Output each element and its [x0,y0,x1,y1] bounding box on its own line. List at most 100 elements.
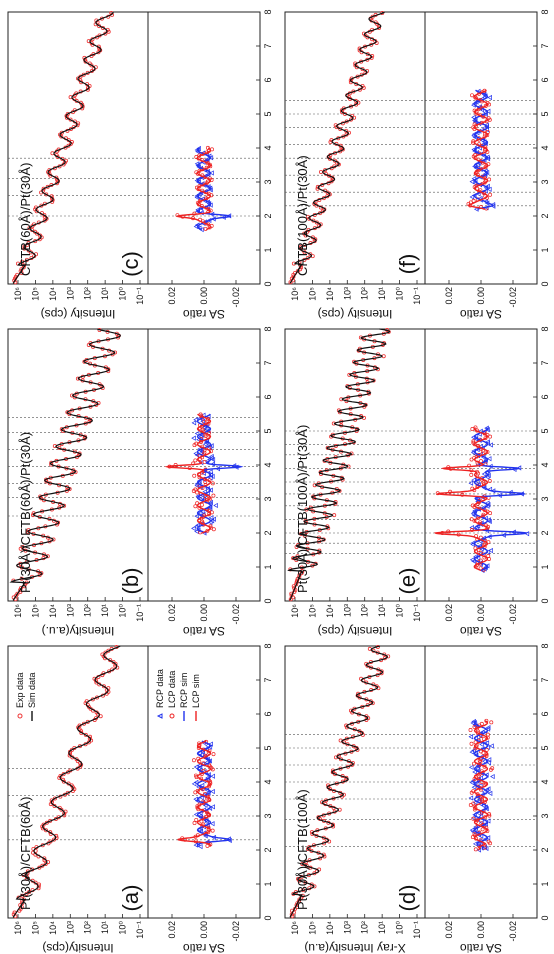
exp-data-point [65,111,70,116]
exp-data-point [348,117,353,122]
lcp-data-point [468,728,473,732]
lcp-data-point [471,816,476,821]
y-tick-label: 10³ [65,921,75,934]
rcp-data-point [213,502,218,509]
x-tick-label: 5 [263,111,273,116]
x-tick-label: 2 [540,530,550,535]
lcp-data-point [490,766,495,771]
intensity-axis-label: Intensity (cps) [318,307,393,321]
lcp-data-point [469,517,474,522]
rcp-data-point [485,818,491,824]
rcp-data-point [485,108,491,114]
y-tick-label: 10⁰ [395,921,405,935]
lcp-data-point [473,425,478,430]
exp-data-point [45,554,50,559]
exp-data-point [295,269,300,274]
rcp-data-point [191,420,197,426]
lcp-data-point [467,463,472,468]
exp-data-point [353,98,358,103]
lcp-sim-line [164,413,212,534]
rcp-data-point [204,819,209,825]
rcp-data-point [210,788,215,795]
rcp-data-point [487,94,492,101]
exp-data-point [325,445,330,450]
x-tick-label: 3 [263,496,273,501]
rcp-data-point [469,749,475,755]
rcp-data-point [487,790,493,796]
rcp-data-point [477,796,482,803]
x-tick-label: 4 [263,779,273,784]
exp-data-point [360,67,365,72]
intensity-axis-label: X-ray Intensity(a.u) [304,941,405,954]
exp-data-point [101,684,106,689]
lcp-sim-line [433,427,489,572]
sa-y-tick-label: 0.00 [476,287,486,305]
rcp-data-point [485,502,491,508]
lcp-data-point [202,459,207,464]
x-tick-label: 1 [540,247,550,252]
lcp-data-point [485,449,490,454]
exp-data-point [371,378,376,383]
x-tick-label: 8 [540,643,550,648]
rcp-data-point [482,758,487,764]
sim-data-line [287,328,391,601]
legend-exp-marker [17,713,23,719]
lcp-data-point [487,479,492,483]
lcp-data-point [473,847,478,852]
rcp-data-point [481,789,487,795]
y-tick-label: 10² [83,287,93,300]
x-tick-label: 5 [263,428,273,433]
sim-data-line [12,645,121,918]
rcp-data-point [191,525,196,532]
rcp-data-point [469,194,475,200]
sim-data-line [12,11,114,284]
exp-data-point [103,650,108,655]
exp-data-point [75,376,80,381]
y-tick-label: 10⁵ [307,287,317,301]
exp-data-point [312,884,317,889]
exp-data-point [18,587,23,592]
y-tick-label: 10² [360,287,370,300]
rcp-sim-line [473,89,494,210]
lcp-data-point [195,490,200,495]
x-tick-label: 0 [263,598,273,603]
sa-y-tick-label: 0.00 [199,287,209,305]
legend-lcp-data-marker [169,713,175,719]
exp-data-point [291,556,296,561]
panel-c: 10⁶ 10⁵ 10⁴ 10³ 10² 10¹ 10⁰ 10⁻¹ Intensity (cps)… [7,9,273,321]
y-tick-label: 10⁻¹ [412,921,422,939]
y-tick-label: 10¹ [377,287,387,300]
lcp-data-point [194,817,199,822]
panel-b: 10⁶ 10⁵ 10⁴ 10³ 10² 10¹ 10⁰ 10⁻¹ Intensity(a.u.)… [7,326,273,638]
lcp-data-point [205,145,210,150]
rcp-data-point [196,145,201,152]
x-tick-label: 4 [540,145,550,150]
lcp-data-point [480,827,485,832]
x-tick-label: 3 [540,813,550,818]
lcp-sim-line [177,740,212,848]
lcp-data-point [460,492,465,497]
exp-data-point [288,280,293,285]
rcp-data-point [208,499,213,506]
x-tick-label: 2 [263,530,273,535]
x-tick-label: 4 [540,462,550,467]
rcp-data-point [194,528,199,535]
rcp-data-point [488,442,493,448]
y-tick-label: 10⁵ [307,921,317,935]
exp-data-point [92,676,97,681]
rcp-data-point [485,439,490,445]
sa-axis-label: SA ratio [460,624,502,638]
rcp-data-point [191,435,196,441]
rcp-data-point [194,193,200,199]
sa-y-tick-label: -0.02 [508,921,518,942]
rcp-data-point [486,517,491,523]
rcp-data-point [199,495,205,501]
x-tick-label: 5 [540,745,550,750]
lcp-data-point [488,192,493,197]
x-tick-label: 2 [263,847,273,852]
exp-data-point [323,168,328,173]
rcp-data-point [474,130,480,136]
x-tick-label: 8 [263,326,273,331]
rcp-data-point [199,226,204,233]
y-tick-label: 10⁶ [13,287,23,301]
